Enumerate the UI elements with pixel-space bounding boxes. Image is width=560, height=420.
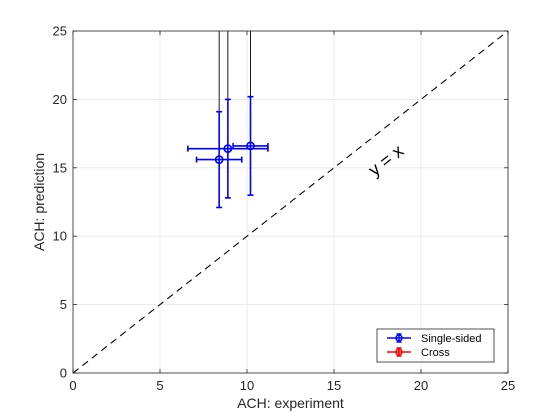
axis-ticks: 0 5 10 15 20 25 0 5 10 15 20 25	[53, 24, 516, 394]
data-point	[195, 110, 243, 209]
point-marker	[223, 144, 233, 154]
y-tick-label: 5	[60, 297, 67, 312]
data-points-group	[187, 95, 269, 209]
legend-label: Single-sided	[421, 333, 482, 345]
x-axis-label: ACH: experiment	[237, 395, 344, 411]
x-tick-label: 25	[501, 378, 515, 393]
point-marker	[246, 141, 255, 151]
x-tick-label: 0	[69, 378, 76, 393]
legend-label: Cross	[421, 347, 450, 359]
y-tick-label: 20	[53, 92, 67, 107]
x-tick-label: 20	[414, 378, 428, 393]
y-tick-label: 15	[53, 160, 67, 175]
data-point	[232, 95, 269, 196]
legend-marker	[395, 334, 403, 342]
reference-line-label: y = x	[365, 141, 408, 181]
reference-line	[72, 30, 509, 374]
legend-item: Single-sided	[387, 333, 482, 345]
y-tick-label: 0	[60, 366, 67, 381]
y-tick-label: 10	[53, 229, 67, 244]
plot-frame	[72, 30, 509, 374]
reference-line-group	[72, 30, 509, 374]
x-tick-label: 5	[156, 378, 163, 393]
y-tick-label: 25	[53, 24, 67, 39]
legend-marker	[395, 348, 403, 356]
y-axis-label: ACH: prediction	[31, 153, 47, 251]
legend: Single-sided Cross	[376, 328, 495, 363]
x-tick-label: 15	[327, 378, 341, 393]
data-point	[187, 98, 269, 199]
x-tick-label: 10	[240, 378, 254, 393]
point-marker	[214, 155, 224, 164]
legend-item: Cross	[387, 347, 450, 359]
vertical-lines-group	[218, 31, 251, 112]
